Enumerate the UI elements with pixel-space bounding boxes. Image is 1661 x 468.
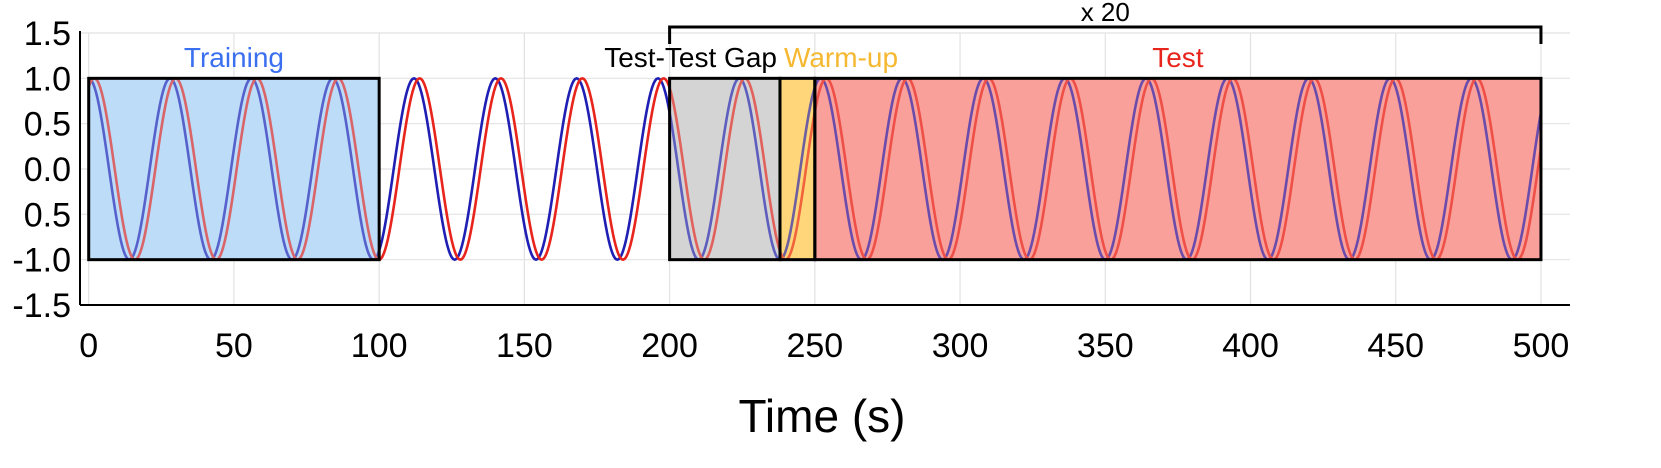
- region-tint-2: [779, 78, 815, 260]
- y-tick-label: 1.5: [24, 15, 71, 53]
- region-borders: [87, 76, 1543, 262]
- y-tick-label: 1.0: [24, 60, 71, 98]
- tick-labels: 0 50 100 150 200 250 300 350 400 450 500 1.5 1.0 0.5 0…: [12, 15, 1569, 365]
- x-tick-label: 50: [215, 327, 253, 365]
- x-tick-label: 0: [79, 327, 98, 365]
- repeat-bracket: [668, 25, 1543, 44]
- x-tick-label: 450: [1367, 327, 1424, 365]
- x-tick-label: 100: [351, 327, 408, 365]
- x-axis-title: Time (s): [739, 390, 906, 442]
- bracket-label: x 20: [1081, 0, 1130, 27]
- x-tick-label: 300: [932, 327, 989, 365]
- y-tick-label: 0.5: [24, 106, 71, 144]
- region-tint-3: [814, 78, 1541, 260]
- region-tint-0: [88, 78, 380, 260]
- region-border-0: [87, 76, 381, 262]
- y-tick-label: 0.5: [24, 196, 71, 234]
- x-tick-label: 500: [1513, 327, 1570, 365]
- x-tick-label: 150: [496, 327, 553, 365]
- x-tick-label: 350: [1077, 327, 1134, 365]
- x-tick-label: 250: [786, 327, 843, 365]
- y-tick-label: 0.0: [24, 151, 71, 189]
- y-tick-label: -1.5: [12, 287, 71, 325]
- axes: [79, 31, 1570, 306]
- region-label-1: Test-Test Gap: [604, 42, 777, 73]
- region-label-0: Training: [184, 42, 284, 73]
- x-tick-label: 400: [1222, 327, 1279, 365]
- region-label-2: Warm-up: [784, 42, 898, 73]
- region-border-3: [813, 76, 1543, 262]
- region-fill-0: [88, 78, 380, 260]
- region-label-3: Test: [1152, 42, 1204, 73]
- x-tick-label: 200: [641, 327, 698, 365]
- region-tint-1: [669, 78, 780, 260]
- annotations: Training Test-Test Gap Warm-up Test x 20: [184, 0, 1543, 73]
- y-tick-label: -1.0: [12, 242, 71, 280]
